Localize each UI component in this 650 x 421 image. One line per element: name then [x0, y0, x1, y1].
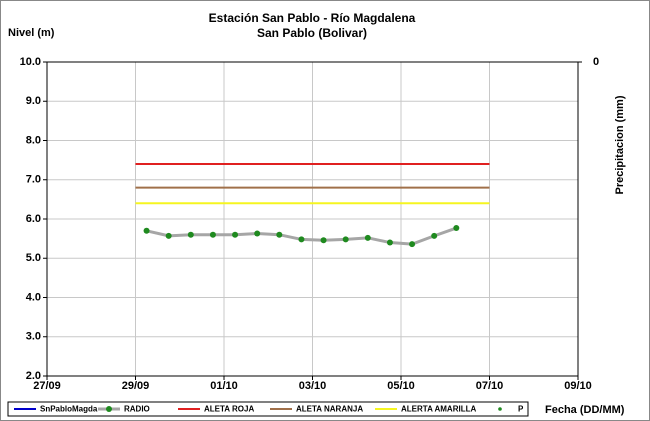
data-point [431, 232, 438, 239]
x-tick-label: 05/10 [387, 380, 415, 392]
y-tick-label: 8.0 [26, 134, 41, 146]
data-point [254, 230, 261, 237]
data-point [386, 239, 393, 246]
legend-marker [106, 406, 112, 412]
legend-label: ALETA ROJA [204, 405, 254, 414]
legend-label: P [518, 405, 524, 414]
x-axis-label: Fecha (DD/MM) [545, 404, 625, 416]
x-tick-label: 07/10 [476, 380, 504, 392]
legend-swatch [498, 407, 502, 411]
y-tick-label: 9.0 [26, 95, 41, 107]
y-tick-label: 2.0 [26, 370, 41, 382]
legend-label: RADIO [124, 405, 150, 414]
data-point [165, 232, 172, 239]
x-tick-label: 09/10 [564, 380, 592, 392]
data-point [276, 231, 283, 238]
plot-frame [46, 61, 579, 377]
y-tick-label: 5.0 [26, 252, 41, 264]
x-tick-label: 01/10 [210, 380, 238, 392]
legend-label: SnPabloMagda [40, 405, 98, 414]
data-point [298, 236, 305, 243]
data-point [364, 234, 371, 241]
data-point [453, 225, 460, 232]
data-point [409, 241, 416, 248]
chart-title: Estación San Pablo - Río Magdalena [209, 11, 416, 25]
y-axis-label: Nivel (m) [8, 27, 55, 39]
chart-subtitle: San Pablo (Bolivar) [257, 26, 367, 40]
data-point [209, 231, 216, 238]
y-tick-label: 7.0 [26, 174, 41, 186]
data-point [320, 237, 327, 244]
y-tick-label: 3.0 [26, 331, 41, 343]
legend-box [7, 401, 529, 417]
y2-tick-label: 0 [593, 56, 599, 68]
legend-label: ALETA NARANJA [296, 405, 363, 414]
x-tick-label: 27/09 [33, 380, 61, 392]
data-point [342, 236, 349, 243]
data-point [232, 231, 239, 238]
data-point [187, 231, 194, 238]
y-tick-label: 6.0 [26, 213, 41, 225]
y2-axis-label: Precipitacion (mm) [614, 95, 626, 194]
legend-label: ALERTA AMARILLA [401, 405, 476, 414]
y-tick-label: 10.0 [20, 56, 41, 68]
data-point [143, 227, 150, 234]
x-tick-label: 29/09 [122, 380, 150, 392]
y-tick-label: 4.0 [26, 291, 41, 303]
x-tick-label: 03/10 [299, 380, 327, 392]
